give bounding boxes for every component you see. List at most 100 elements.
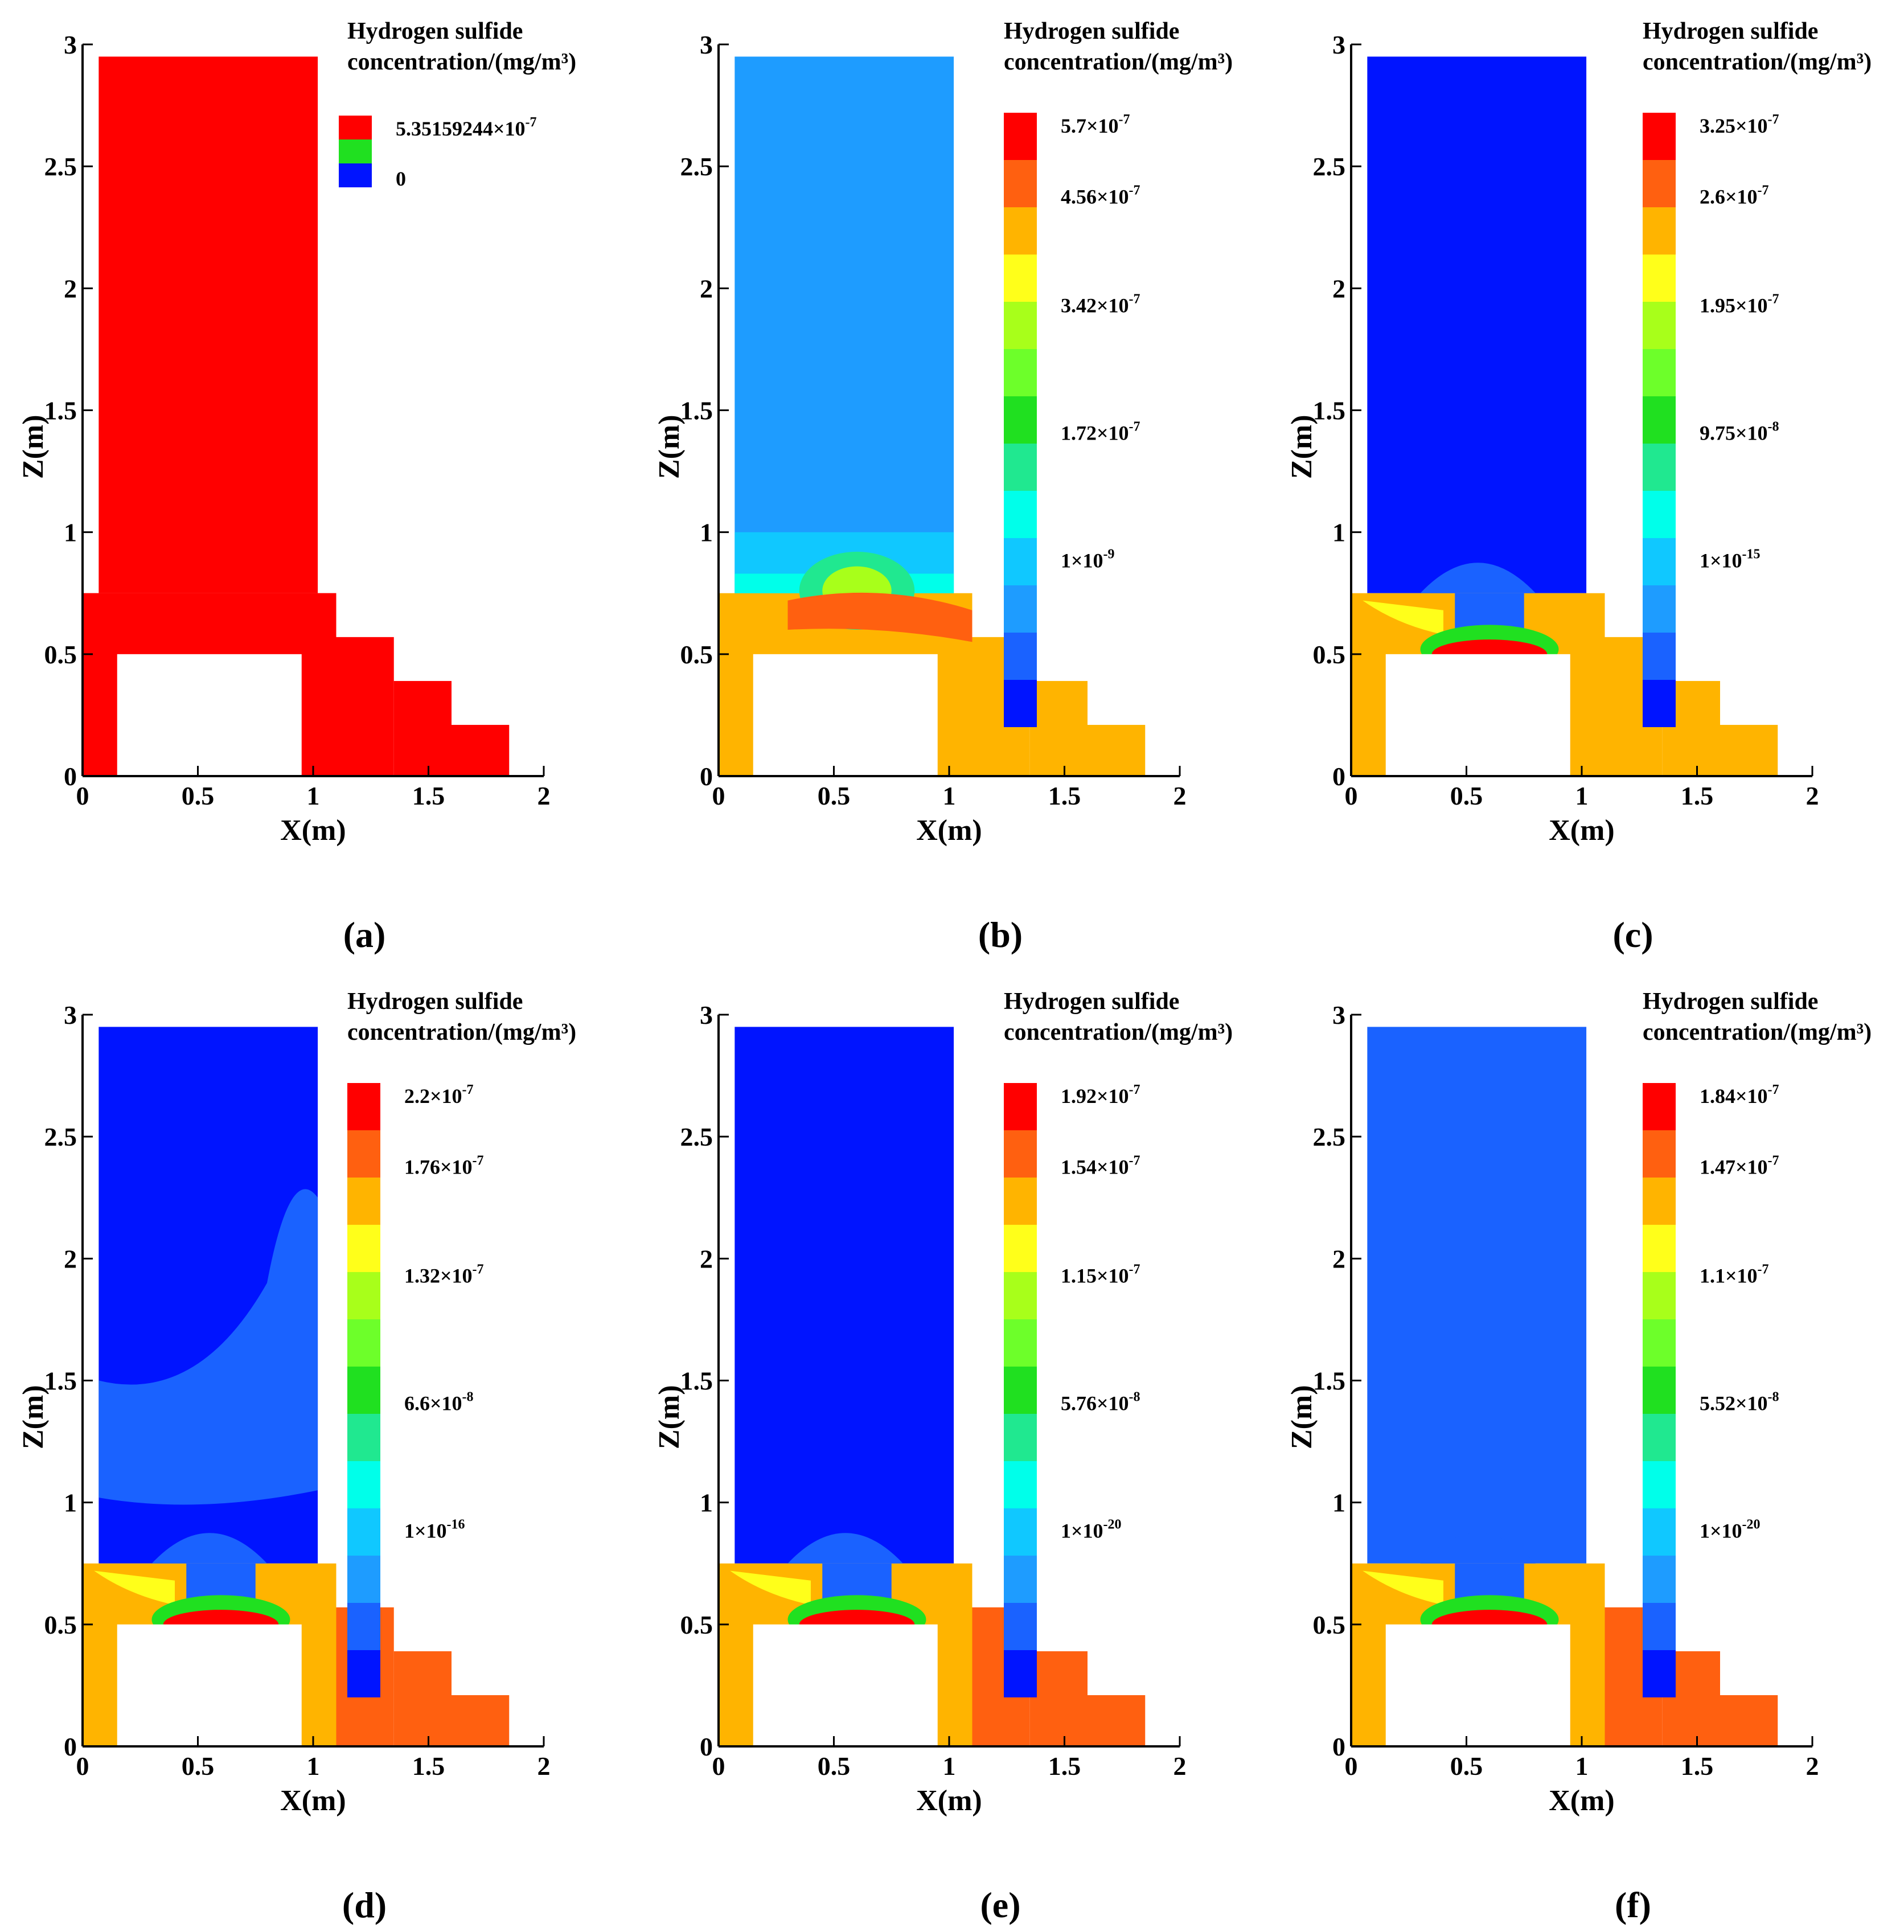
legend-level-label: 4.56×10-7 — [1061, 183, 1140, 208]
center-blue-core — [822, 1563, 892, 1600]
legend-exponent: -7 — [1129, 292, 1140, 306]
rising-plume-region — [99, 1189, 318, 1505]
color-bar-segment — [347, 1130, 380, 1178]
x-axis-label: X(m) — [916, 1785, 982, 1817]
x-tick-label: 0.5 — [818, 781, 851, 810]
legend-mantissa: 1.95×10 — [1700, 294, 1768, 317]
upper-column-field — [734, 1027, 954, 1564]
legend-mantissa: 1.15×10 — [1061, 1264, 1129, 1287]
x-tick-label: 0 — [712, 781, 725, 810]
legend-exponent: -20 — [1742, 1517, 1761, 1532]
legend-mantissa: 6.6×10 — [404, 1392, 462, 1415]
color-bar-segment — [1004, 1130, 1037, 1178]
color-bar-segment — [1004, 633, 1037, 680]
x-axis-label: X(m) — [280, 814, 346, 847]
y-axis-label: Z(m) — [653, 415, 686, 479]
color-bar-segment — [1004, 349, 1037, 396]
y-tick-label: 0.5 — [680, 1610, 713, 1639]
color-bar-segment — [1004, 207, 1037, 255]
y-tick-label: 2.5 — [44, 152, 77, 181]
x-tick-label: 0 — [76, 781, 89, 810]
color-bar-segment — [1004, 1225, 1037, 1272]
color-bar-segment — [347, 1414, 380, 1461]
color-bar-segment — [347, 1178, 380, 1225]
y-tick-label: 0 — [1332, 762, 1345, 791]
legend-level-label: 5.52×10-8 — [1700, 1390, 1779, 1415]
color-bar-segment — [1643, 1508, 1676, 1556]
obstacle-box — [117, 654, 302, 776]
legend-mantissa: 5.52×10 — [1700, 1392, 1768, 1415]
color-bar-segment — [1004, 1508, 1037, 1556]
legend-exponent: -16 — [447, 1517, 465, 1532]
legend-level-label: 1.15×10-7 — [1061, 1262, 1140, 1287]
y-tick-label: 1 — [700, 518, 713, 547]
color-bar-segment — [1004, 1414, 1037, 1461]
color-bar-segment — [1004, 1319, 1037, 1367]
legend-mantissa: 1×10 — [1061, 549, 1103, 572]
y-axis-label: Z(m) — [1286, 415, 1318, 479]
legend-level-label: 1.32×10-7 — [404, 1262, 484, 1287]
color-bar-segment — [347, 1650, 380, 1697]
legend-mantissa: 3.42×10 — [1061, 294, 1129, 317]
legend-title-line1: Hydrogen sulfide — [1643, 18, 1818, 44]
legend-mantissa: 4.56×10 — [1061, 186, 1129, 208]
color-bar-segment — [1004, 1650, 1037, 1697]
y-tick-label: 1.5 — [680, 396, 713, 425]
y-tick-label: 2 — [1332, 274, 1345, 303]
color-bar-segment — [1643, 1367, 1676, 1414]
y-tick-label: 3 — [64, 30, 77, 59]
legend-title-line2: concentration/(mg/m³) — [347, 49, 576, 75]
upper-bulge — [1420, 563, 1536, 593]
y-tick-label: 2 — [700, 274, 713, 303]
color-bar-segment — [1643, 302, 1676, 349]
y-tick-label: 0.5 — [1313, 1610, 1346, 1639]
y-tick-label: 2 — [64, 274, 77, 303]
panel-a: 0 0.5 1 1.5 2 0 0.5 1 1.5 2 2.5 3 X(m) Z(m) Hydrogen s… — [17, 18, 576, 955]
upper-bulge — [1420, 1533, 1536, 1564]
step-field-2 — [1029, 1651, 1088, 1746]
panel-label: (e) — [980, 1885, 1020, 1925]
legend-level-label: 1.84×10-7 — [1700, 1082, 1779, 1107]
x-tick-label: 0 — [1345, 1751, 1358, 1781]
legend-exponent: -7 — [462, 1082, 474, 1097]
legend-level-label: 5.76×10-8 — [1061, 1390, 1140, 1415]
legend-level-label: 9.75×10-8 — [1700, 420, 1779, 445]
panel-b: 0 0.5 1 1.5 2 0 0.5 1 1.5 2 2.5 3 X(m) Z(m) Hydrogen s… — [653, 18, 1233, 955]
color-bar-segment — [1643, 160, 1676, 207]
color-bar-segment — [1643, 1130, 1676, 1178]
legend-mantissa: 1.47×10 — [1700, 1156, 1768, 1179]
legend-level-label: 5.7×10-7 — [1061, 112, 1130, 137]
legend-level-label: 1.95×10-7 — [1700, 292, 1779, 317]
x-tick-label: 1 — [307, 1751, 320, 1781]
x-tick-label: 1.5 — [1681, 781, 1714, 810]
legend-exponent: -20 — [1103, 1517, 1122, 1532]
x-tick-label: 1 — [943, 1751, 956, 1781]
y-axis-label: Z(m) — [653, 1385, 686, 1449]
color-bar-segment — [1004, 1083, 1037, 1130]
color-bar-segment — [1004, 1556, 1037, 1603]
left-yellow-plume — [1363, 1570, 1443, 1605]
legend-exponent: -15 — [1742, 547, 1761, 562]
legend-exponent: -8 — [1768, 1390, 1779, 1405]
legend-title-line2: concentration/(mg/m³) — [1643, 1019, 1872, 1045]
x-tick-label: 1 — [1575, 1751, 1589, 1781]
color-bar-segment — [1004, 160, 1037, 207]
color-bar-segment — [347, 1603, 380, 1650]
y-tick-label: 2.5 — [680, 1122, 713, 1151]
obstacle-box — [753, 1624, 938, 1746]
y-axis-label: Z(m) — [17, 1385, 50, 1449]
left-yellow-plume — [94, 1570, 175, 1605]
color-bar-segment — [1643, 1083, 1676, 1130]
legend-mantissa: 5.7×10 — [1061, 114, 1119, 137]
upper-column-field — [1367, 1027, 1587, 1564]
legend-exponent: -8 — [1768, 420, 1779, 434]
x-tick-label: 0.5 — [1450, 781, 1483, 810]
legend-exponent: -7 — [473, 1154, 484, 1168]
x-tick-label: 1.5 — [412, 1751, 445, 1781]
color-bar-segment — [1004, 538, 1037, 585]
legend-exponent: -8 — [1129, 1390, 1140, 1405]
color-bar-segment — [1643, 349, 1676, 396]
color-bar-segment — [347, 1508, 380, 1556]
legend-title-line2: concentration/(mg/m³) — [347, 1019, 576, 1045]
color-bar-segment — [1643, 1319, 1676, 1367]
